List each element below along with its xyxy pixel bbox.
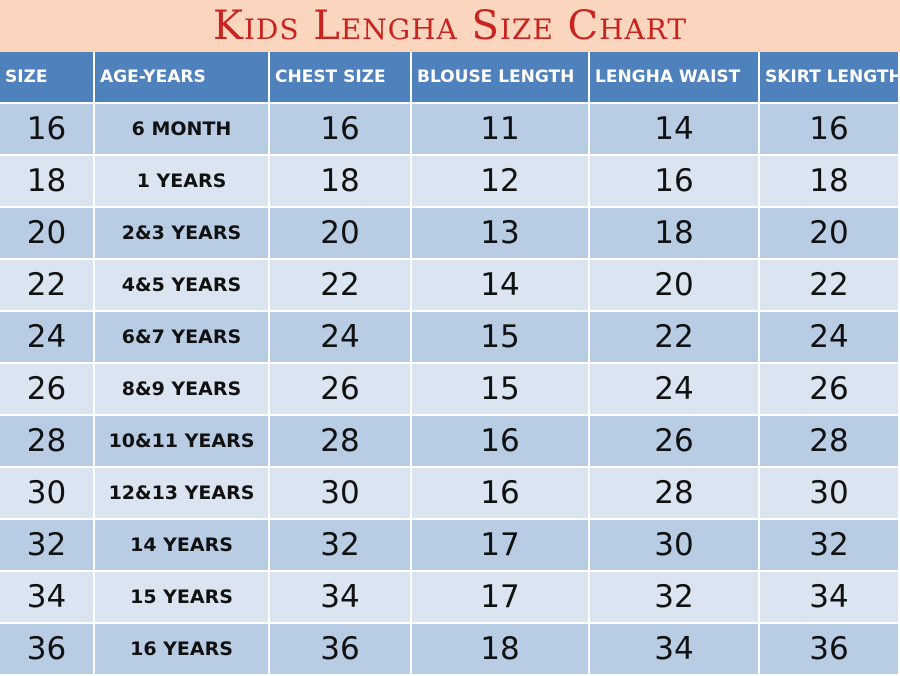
size-cell: 17 bbox=[412, 520, 590, 572]
size-cell: 26 bbox=[760, 364, 900, 416]
size-cell: 32 bbox=[590, 572, 760, 624]
size-cell: 34 bbox=[760, 572, 900, 624]
size-cell: 32 bbox=[270, 520, 412, 572]
age-cell: 16 YEARS bbox=[95, 624, 270, 676]
size-cell: 17 bbox=[412, 572, 590, 624]
column-header: BLOUSE LENGTH bbox=[412, 52, 590, 104]
size-cell: 16 bbox=[0, 104, 95, 156]
size-cell: 26 bbox=[590, 416, 760, 468]
size-cell: 20 bbox=[270, 208, 412, 260]
size-cell: 16 bbox=[412, 416, 590, 468]
size-cell: 11 bbox=[412, 104, 590, 156]
size-cell: 36 bbox=[270, 624, 412, 676]
column-header: SIZE bbox=[0, 52, 95, 104]
size-cell: 22 bbox=[0, 260, 95, 312]
size-cell: 24 bbox=[590, 364, 760, 416]
size-cell: 20 bbox=[0, 208, 95, 260]
age-cell: 2&3 YEARS bbox=[95, 208, 270, 260]
size-cell: 30 bbox=[590, 520, 760, 572]
size-cell: 22 bbox=[760, 260, 900, 312]
size-cell: 22 bbox=[270, 260, 412, 312]
size-cell: 34 bbox=[590, 624, 760, 676]
size-cell: 20 bbox=[590, 260, 760, 312]
size-cell: 24 bbox=[270, 312, 412, 364]
size-cell: 30 bbox=[270, 468, 412, 520]
age-cell: 10&11 YEARS bbox=[95, 416, 270, 468]
size-cell: 34 bbox=[0, 572, 95, 624]
size-cell: 14 bbox=[412, 260, 590, 312]
size-cell: 18 bbox=[760, 156, 900, 208]
age-cell: 4&5 YEARS bbox=[95, 260, 270, 312]
size-cell: 16 bbox=[760, 104, 900, 156]
size-cell: 26 bbox=[270, 364, 412, 416]
age-cell: 6 MONTH bbox=[95, 104, 270, 156]
size-cell: 16 bbox=[270, 104, 412, 156]
size-cell: 28 bbox=[760, 416, 900, 468]
column-header: LENGHA WAIST bbox=[590, 52, 760, 104]
size-cell: 18 bbox=[590, 208, 760, 260]
age-cell: 1 YEARS bbox=[95, 156, 270, 208]
size-cell: 28 bbox=[590, 468, 760, 520]
size-cell: 24 bbox=[760, 312, 900, 364]
size-cell: 30 bbox=[0, 468, 95, 520]
size-cell: 14 bbox=[590, 104, 760, 156]
size-cell: 15 bbox=[412, 312, 590, 364]
size-cell: 16 bbox=[412, 468, 590, 520]
column-header: AGE-YEARS bbox=[95, 52, 270, 104]
size-cell: 26 bbox=[0, 364, 95, 416]
size-cell: 20 bbox=[760, 208, 900, 260]
size-cell: 18 bbox=[412, 624, 590, 676]
size-cell: 18 bbox=[270, 156, 412, 208]
chart-title: Kids Lengha Size Chart bbox=[0, 0, 900, 52]
size-cell: 32 bbox=[760, 520, 900, 572]
age-cell: 14 YEARS bbox=[95, 520, 270, 572]
size-cell: 15 bbox=[412, 364, 590, 416]
size-cell: 34 bbox=[270, 572, 412, 624]
size-cell: 13 bbox=[412, 208, 590, 260]
age-cell: 6&7 YEARS bbox=[95, 312, 270, 364]
size-cell: 16 bbox=[590, 156, 760, 208]
size-cell: 28 bbox=[0, 416, 95, 468]
size-cell: 24 bbox=[0, 312, 95, 364]
age-cell: 8&9 YEARS bbox=[95, 364, 270, 416]
column-header: SKIRT LENGTH bbox=[760, 52, 900, 104]
age-cell: 12&13 YEARS bbox=[95, 468, 270, 520]
size-cell: 36 bbox=[0, 624, 95, 676]
size-cell: 32 bbox=[0, 520, 95, 572]
column-header: CHEST SIZE bbox=[270, 52, 412, 104]
size-cell: 12 bbox=[412, 156, 590, 208]
size-cell: 30 bbox=[760, 468, 900, 520]
size-cell: 28 bbox=[270, 416, 412, 468]
size-cell: 22 bbox=[590, 312, 760, 364]
size-table: SIZE AGE-YEARS CHEST SIZE BLOUSE LENGTH LENG… bbox=[0, 52, 900, 676]
size-cell: 36 bbox=[760, 624, 900, 676]
size-cell: 18 bbox=[0, 156, 95, 208]
age-cell: 15 YEARS bbox=[95, 572, 270, 624]
